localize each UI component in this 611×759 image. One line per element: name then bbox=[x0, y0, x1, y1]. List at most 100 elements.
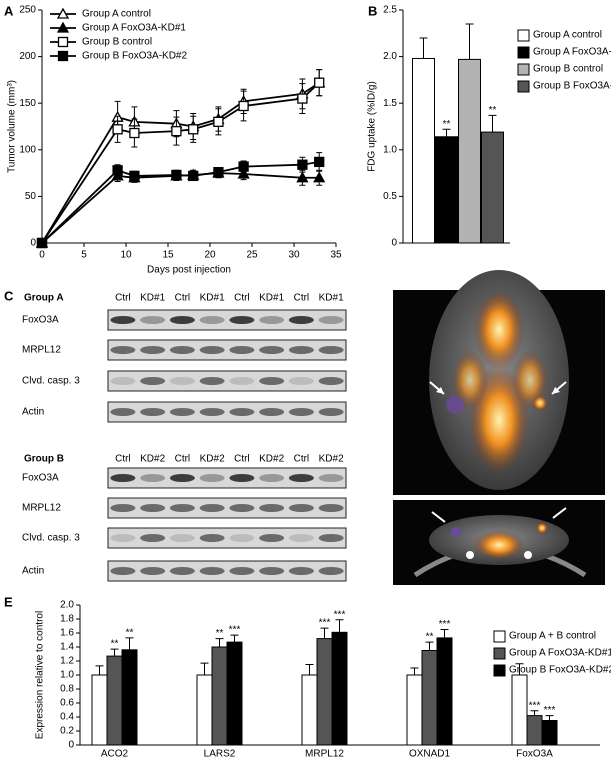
blot-band bbox=[259, 408, 285, 416]
row-label: FoxO3A bbox=[22, 473, 59, 484]
blot-band bbox=[288, 567, 314, 575]
marker bbox=[213, 116, 224, 127]
x-tick-label: 30 bbox=[288, 250, 300, 261]
row-label: Clvd. casp. 3 bbox=[22, 533, 80, 544]
blot-band bbox=[169, 316, 195, 324]
blot-band bbox=[229, 316, 255, 324]
marker bbox=[171, 169, 182, 181]
blot-band bbox=[199, 504, 225, 512]
x-tick-label: 25 bbox=[246, 250, 258, 261]
blot-band bbox=[169, 346, 195, 354]
lane-label: Ctrl bbox=[175, 293, 191, 304]
legend-label: Group A FoxO3A-KD#1 bbox=[533, 47, 611, 58]
series-line bbox=[41, 82, 320, 244]
blot-band bbox=[318, 377, 344, 385]
bar bbox=[121, 649, 138, 746]
significance: *** bbox=[229, 625, 241, 636]
error-bar bbox=[200, 662, 209, 675]
lane-label: KD#1 bbox=[319, 293, 344, 304]
group-title: Group A bbox=[24, 293, 64, 304]
y-tick-label: 0.5 bbox=[383, 191, 397, 202]
blot-band bbox=[318, 504, 344, 512]
lane-label: KD#2 bbox=[200, 454, 225, 465]
significance: *** bbox=[529, 700, 541, 711]
error-bar bbox=[125, 637, 134, 650]
bar bbox=[511, 674, 528, 746]
y-tick-label: 1.2 bbox=[60, 656, 74, 667]
error-bar bbox=[530, 710, 539, 716]
blot-band bbox=[229, 346, 255, 354]
legend-swatch bbox=[517, 46, 530, 59]
legend-swatch bbox=[493, 647, 506, 660]
significance: *** bbox=[319, 618, 331, 629]
blot-band bbox=[110, 534, 136, 542]
marker bbox=[112, 165, 123, 176]
bar bbox=[301, 674, 318, 746]
legend-label: Group A FoxO3A-KD#1 bbox=[509, 648, 611, 659]
legend-label: Group B control bbox=[533, 64, 603, 75]
blot-band bbox=[318, 346, 344, 354]
marker bbox=[171, 126, 182, 137]
lane-label: Ctrl bbox=[294, 293, 310, 304]
row-label: Actin bbox=[22, 407, 44, 418]
legend-label: Group A FoxO3A-KD#1 bbox=[82, 23, 186, 34]
marker bbox=[213, 167, 224, 178]
blot-band bbox=[318, 316, 344, 324]
y-tick-label: 0.2 bbox=[60, 726, 74, 737]
blot-band bbox=[259, 534, 285, 542]
bar bbox=[316, 638, 333, 746]
bar bbox=[226, 641, 243, 746]
x-tick-label: FoxO3A bbox=[516, 749, 553, 759]
y-tick-label: 1.8 bbox=[60, 614, 74, 625]
legend-marker bbox=[56, 21, 70, 33]
bar bbox=[91, 674, 108, 746]
blot-band bbox=[288, 504, 314, 512]
error-bar bbox=[545, 715, 554, 721]
blot-strip bbox=[107, 467, 347, 489]
blot-band bbox=[169, 504, 195, 512]
y-axis-label: FDG uptake (%ID/g) bbox=[367, 81, 378, 172]
blot-band bbox=[140, 346, 166, 354]
significance: ** bbox=[443, 119, 451, 130]
x-tick-label: ACO2 bbox=[101, 749, 129, 759]
row-label: FoxO3A bbox=[22, 315, 59, 326]
legend-marker bbox=[57, 50, 69, 62]
y-tick-label: 0 bbox=[30, 238, 36, 249]
lane-label: Ctrl bbox=[294, 454, 310, 465]
marker bbox=[188, 124, 199, 135]
marker bbox=[238, 161, 249, 172]
error-bar bbox=[440, 629, 449, 638]
y-tick-label: 1.6 bbox=[60, 628, 74, 639]
pet-image bbox=[393, 270, 605, 495]
bar bbox=[412, 57, 435, 244]
bar bbox=[421, 650, 438, 746]
blot-band bbox=[229, 474, 255, 482]
lane-label: KD#1 bbox=[200, 293, 225, 304]
marker bbox=[296, 171, 309, 183]
blot-band bbox=[110, 346, 136, 354]
bar bbox=[541, 720, 558, 746]
row-label: MRPL12 bbox=[22, 503, 61, 514]
blot-strip bbox=[107, 401, 347, 423]
blot-band bbox=[140, 504, 166, 512]
y-tick-label: 2.0 bbox=[383, 51, 397, 62]
marker bbox=[188, 170, 199, 182]
error-bar bbox=[230, 634, 239, 643]
blot-band bbox=[229, 567, 255, 575]
blot-strip bbox=[107, 339, 347, 361]
row-label: MRPL12 bbox=[22, 345, 61, 356]
legend-swatch bbox=[517, 63, 530, 76]
legend-marker bbox=[56, 7, 70, 19]
marker bbox=[129, 170, 140, 182]
blot-band bbox=[229, 504, 255, 512]
x-tick-label: 5 bbox=[81, 250, 87, 261]
legend-swatch bbox=[517, 80, 530, 93]
bar bbox=[436, 637, 453, 746]
significance: ** bbox=[111, 639, 119, 650]
legend-label: Group B FoxO3A-KD#2 bbox=[509, 665, 611, 676]
blot-band bbox=[199, 316, 225, 324]
legend-label: Group A control bbox=[82, 9, 151, 20]
bar bbox=[435, 136, 458, 244]
blot-band bbox=[140, 408, 166, 416]
